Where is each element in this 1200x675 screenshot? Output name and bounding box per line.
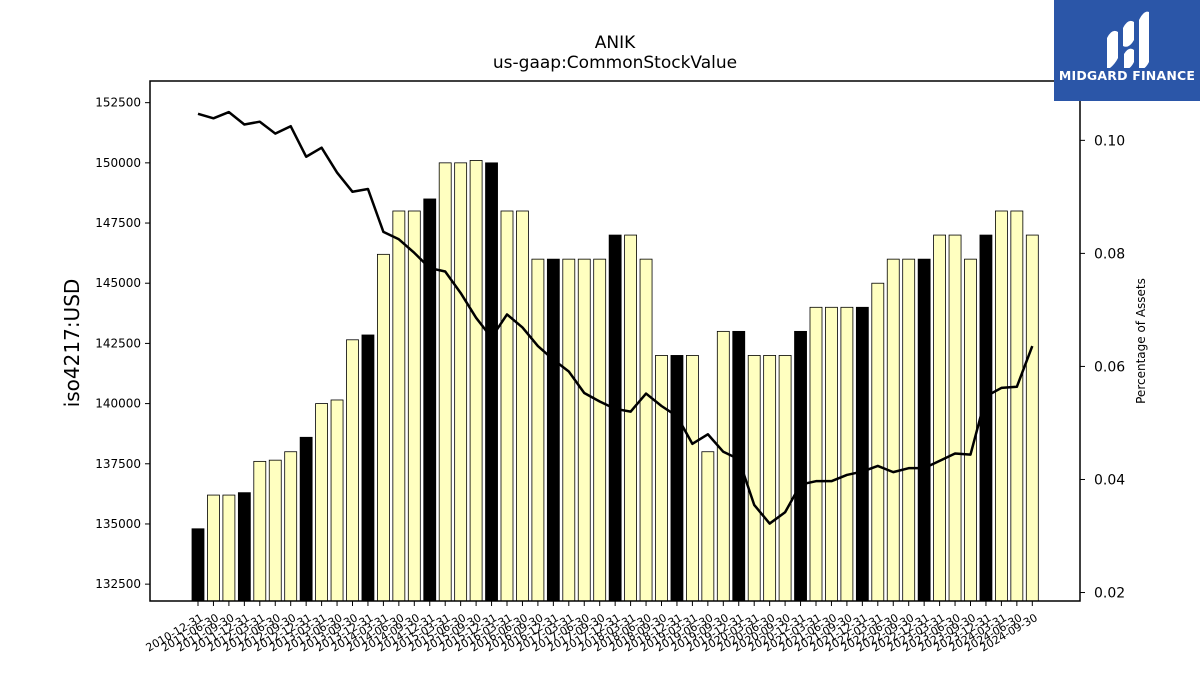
y-tick-label: 135000 bbox=[95, 517, 141, 531]
bar-2010-12-31 bbox=[191, 528, 205, 602]
chart-title: ANIK bbox=[594, 33, 636, 53]
bar-2022-03-31 bbox=[886, 258, 900, 602]
bar-2015-03-31 bbox=[454, 162, 468, 602]
bar-2019-09-30 bbox=[732, 330, 746, 602]
bar-2015-09-30 bbox=[485, 162, 498, 602]
bar-2017-06-30 bbox=[593, 258, 607, 602]
bar-2021-09-30 bbox=[855, 306, 869, 602]
bar-2012-06-30 bbox=[284, 451, 298, 602]
bar-2012-09-30 bbox=[299, 436, 313, 602]
bar-2022-06-30 bbox=[902, 258, 916, 602]
y2-axis-label: Percentage of Assets bbox=[1134, 278, 1148, 404]
bar-2011-12-31 bbox=[253, 460, 267, 602]
bar-2017-09-30 bbox=[608, 234, 622, 602]
bar-2014-03-31 bbox=[392, 210, 406, 602]
bar-2013-03-31 bbox=[330, 399, 344, 602]
bar-2016-12-31 bbox=[562, 258, 576, 602]
bar-2023-06-30 bbox=[964, 258, 977, 602]
y2-tick-label: 0.10 bbox=[1094, 133, 1125, 149]
bar-2013-09-30 bbox=[361, 334, 375, 602]
bar-2020-06-30 bbox=[778, 355, 792, 602]
midgard-logo-icon bbox=[1107, 11, 1149, 68]
bar-2014-09-30 bbox=[423, 198, 437, 602]
y-tick-label: 132500 bbox=[95, 577, 141, 591]
bar-2023-03-31 bbox=[948, 234, 962, 602]
x-axis: 2010-12-312011-06-302011-09-302011-12-31… bbox=[144, 601, 1040, 654]
bar-2020-12-31 bbox=[809, 306, 823, 602]
y-tick-label: 142500 bbox=[95, 336, 141, 350]
bar-2018-03-31 bbox=[639, 258, 653, 602]
bar-2019-12-31 bbox=[747, 355, 761, 602]
bar-2023-12-31 bbox=[995, 210, 1008, 602]
bar-2021-03-31 bbox=[825, 306, 838, 602]
y-axis-right: 0.02 0.04 0.06 0.08 0.10 bbox=[1080, 133, 1125, 602]
bar-2016-03-31 bbox=[516, 210, 529, 602]
y-tick-label: 150000 bbox=[95, 156, 141, 170]
y2-tick-label: 0.08 bbox=[1094, 246, 1125, 262]
bar-2022-09-30 bbox=[917, 258, 931, 602]
bar-2014-12-31 bbox=[438, 162, 452, 602]
bar-2020-03-31 bbox=[763, 355, 777, 602]
bar-2013-12-31 bbox=[376, 253, 390, 602]
bar-2012-12-31 bbox=[315, 403, 329, 602]
chart-subtitle: us-gaap:CommonStockValue bbox=[492, 53, 738, 73]
bar-2011-06-30 bbox=[222, 494, 236, 602]
y2-tick-label: 0.04 bbox=[1094, 472, 1125, 488]
y-tick-label: 140000 bbox=[95, 397, 141, 411]
y2-tick-label: 0.06 bbox=[1094, 359, 1125, 375]
bar-2024-06-30 bbox=[1025, 234, 1039, 602]
y-tick-label: 152500 bbox=[95, 96, 141, 110]
y2-tick-label: 0.02 bbox=[1094, 586, 1125, 602]
bar-2017-12-31 bbox=[624, 234, 637, 602]
y-tick-label: 145000 bbox=[95, 276, 141, 290]
bar-2011-09-30 bbox=[237, 492, 251, 602]
percentage-of-assets-line bbox=[197, 110, 1034, 525]
y-tick-label: 147500 bbox=[95, 216, 141, 230]
bar-2020-09-30 bbox=[794, 330, 807, 602]
bar-2016-09-30 bbox=[546, 258, 560, 602]
bar-2021-12-31 bbox=[871, 282, 885, 602]
bar-2022-12-31 bbox=[933, 234, 946, 602]
bar-2016-06-30 bbox=[531, 258, 545, 602]
bar-2013-06-30 bbox=[346, 339, 359, 602]
bar-2011-03-31 bbox=[207, 494, 220, 602]
bar-2012-03-31 bbox=[268, 459, 282, 602]
bar-2019-03-31 bbox=[701, 451, 715, 602]
logo-text: MIDGARD FINANCE bbox=[1058, 68, 1196, 83]
bar-2014-06-30 bbox=[407, 210, 421, 602]
bar-2018-09-30 bbox=[670, 355, 684, 602]
midgard-finance-logo[interactable]: MIDGARD FINANCE bbox=[1054, 0, 1200, 101]
bar-2018-06-30 bbox=[655, 355, 668, 602]
y-tick-label: 137500 bbox=[95, 457, 141, 471]
bar-2018-12-31 bbox=[686, 355, 699, 602]
bar-2015-12-31 bbox=[500, 210, 514, 602]
bars-layer bbox=[191, 160, 1039, 602]
bar-2023-09-30 bbox=[979, 234, 993, 602]
y-axis-label: iso4217:USD bbox=[60, 279, 84, 408]
bar-2021-06-30 bbox=[840, 306, 854, 602]
line-layer bbox=[197, 110, 1034, 525]
bar-2017-03-31 bbox=[577, 258, 591, 602]
bar-2015-06-30 bbox=[469, 160, 483, 602]
y-axis-left: 132500 135000 137500 140000 142500 145000 1475… bbox=[95, 96, 150, 591]
bar-2019-06-30 bbox=[716, 330, 730, 602]
bar-2024-03-31 bbox=[1010, 210, 1024, 602]
